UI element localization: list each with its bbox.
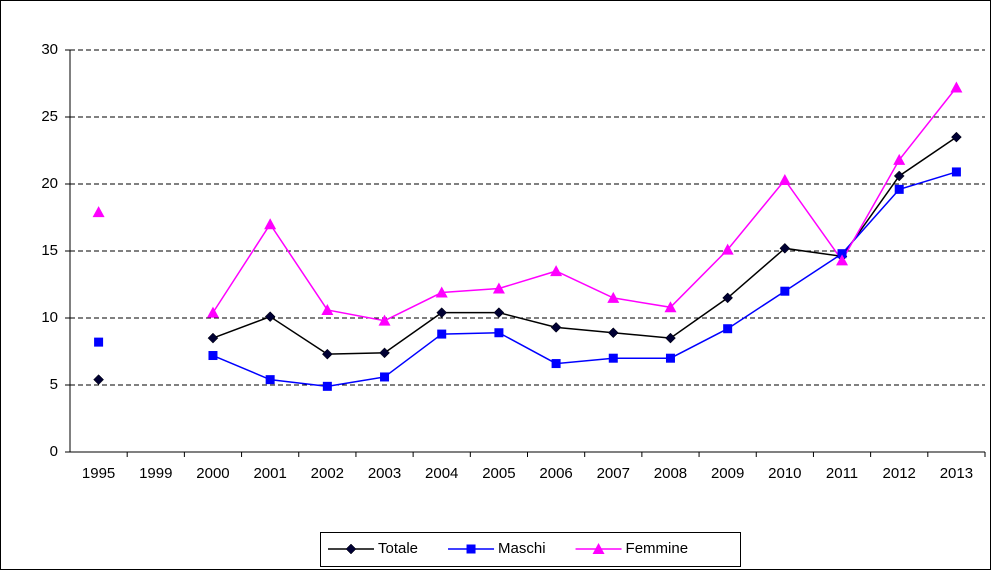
data-point bbox=[206, 306, 219, 318]
data-point bbox=[837, 249, 847, 259]
data-point bbox=[321, 348, 333, 360]
x-tick-label: 1999 bbox=[139, 465, 172, 482]
y-tick-label: 15 bbox=[41, 242, 58, 259]
x-tick-label: 2009 bbox=[711, 465, 744, 482]
data-point bbox=[378, 314, 391, 326]
data-point bbox=[380, 372, 390, 382]
x-tick-label: 2012 bbox=[883, 465, 916, 482]
x-tick-label: 2005 bbox=[482, 465, 515, 482]
data-point bbox=[778, 173, 791, 185]
data-point bbox=[208, 351, 218, 361]
data-point bbox=[322, 381, 332, 391]
data-point bbox=[265, 375, 275, 385]
data-point bbox=[492, 282, 505, 294]
data-point bbox=[264, 311, 276, 323]
data-point bbox=[665, 332, 676, 344]
x-tick-label: 2010 bbox=[768, 465, 801, 482]
data-point bbox=[608, 353, 618, 363]
legend-marker bbox=[592, 543, 605, 554]
x-tick-label: 2007 bbox=[597, 465, 630, 482]
data-point bbox=[665, 353, 675, 363]
y-tick-label: 10 bbox=[41, 309, 58, 326]
x-tick-label: 2001 bbox=[253, 465, 286, 482]
data-point bbox=[436, 307, 448, 318]
y-tick-label: 30 bbox=[41, 41, 58, 58]
x-tick-label: 2003 bbox=[368, 465, 401, 482]
x-tick-label: 2000 bbox=[196, 465, 229, 482]
data-point bbox=[893, 153, 906, 165]
y-tick-label: 0 bbox=[50, 443, 58, 460]
data-point bbox=[950, 81, 963, 93]
data-point bbox=[92, 206, 105, 218]
y-tick-label: 20 bbox=[41, 175, 58, 192]
x-tick-label: 2002 bbox=[311, 465, 344, 482]
data-point bbox=[94, 337, 104, 347]
y-tick-label: 25 bbox=[41, 108, 58, 125]
data-point bbox=[779, 242, 791, 254]
legend-label: Totale bbox=[378, 540, 418, 557]
data-point bbox=[607, 327, 619, 339]
data-point bbox=[951, 131, 962, 143]
data-point bbox=[493, 307, 505, 318]
legend-box bbox=[320, 532, 741, 567]
data-point bbox=[321, 303, 334, 315]
data-point bbox=[723, 324, 733, 334]
series-line bbox=[212, 136, 957, 355]
data-point bbox=[893, 170, 905, 182]
x-tick-label: 2011 bbox=[826, 465, 858, 482]
legend-marker bbox=[466, 544, 476, 554]
data-point bbox=[607, 291, 620, 303]
data-point bbox=[551, 359, 561, 369]
legend: Totale Maschi Femmine bbox=[320, 532, 741, 567]
legend-label: Maschi bbox=[498, 540, 546, 557]
series-line bbox=[212, 171, 957, 388]
data-point bbox=[951, 167, 961, 177]
data-point bbox=[721, 243, 734, 255]
data-point bbox=[550, 322, 562, 333]
data-point bbox=[435, 286, 448, 298]
legend-label: Femmine bbox=[626, 540, 689, 557]
data-point bbox=[722, 292, 734, 304]
y-tick-label: 5 bbox=[50, 376, 58, 393]
data-point bbox=[836, 254, 849, 266]
data-point bbox=[494, 328, 504, 338]
series-line bbox=[212, 87, 957, 322]
x-tick-label: 2004 bbox=[425, 465, 458, 482]
x-tick-label: 2008 bbox=[654, 465, 687, 482]
data-point bbox=[93, 374, 104, 385]
data-point bbox=[664, 301, 677, 313]
data-point bbox=[550, 265, 563, 277]
data-point bbox=[437, 329, 447, 339]
data-point bbox=[780, 286, 790, 296]
data-point bbox=[379, 347, 390, 359]
x-tick-label: 2013 bbox=[940, 465, 973, 482]
legend-marker bbox=[345, 543, 357, 555]
x-tick-label: 2006 bbox=[539, 465, 572, 482]
x-tick-label: 1995 bbox=[82, 465, 115, 482]
data-point bbox=[207, 332, 219, 344]
data-point bbox=[894, 184, 904, 194]
data-point bbox=[264, 218, 277, 230]
